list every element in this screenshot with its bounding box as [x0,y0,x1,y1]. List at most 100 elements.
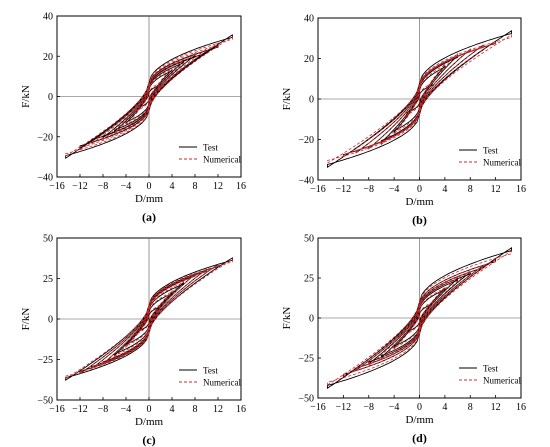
hysteresis-loop [125,289,173,349]
x-tick-label: 12 [491,184,501,195]
y-tick-label: −20 [298,135,314,146]
hysteresis-loop [102,273,196,365]
hysteresis-loop [114,280,184,358]
x-tick-label: 12 [213,181,223,192]
y-tick-label: 0 [48,315,53,326]
hysteresis-loop [327,246,512,390]
x-tick-label: 8 [468,402,473,413]
y-tick-label: 0 [309,95,314,106]
series-numerical [65,36,233,157]
hysteresis-loop [368,269,471,367]
x-tick-label: −4 [389,402,400,413]
legend-label: Numerical [483,158,521,168]
legend: Test Numerical [459,146,521,168]
y-tick-label: 40 [304,14,314,25]
hysteresis-loop [65,36,233,157]
legend-label: Test [203,366,218,376]
y-tick-label: −40 [298,176,314,187]
panel-2: −16 −12 −8 −4 0 4 8 12 16−40−2002040D/mmF/kN(b)T… [281,14,526,228]
x-tick-label: 8 [468,184,473,195]
legend-label: Test [483,364,498,374]
x-tick-label: 0 [417,184,422,195]
y-axis-label: F/kN [20,308,32,331]
panel-3: −16 −12 −8 −4 0 4 8 12 16 −50 −25 0 25 50 D/mm F/kN (c) T… [20,234,246,447]
hysteresis-loop [102,54,196,139]
y-tick-label: 25 [304,274,314,285]
series-numerical [65,258,233,380]
y-axis-label: F/kN [20,85,32,108]
x-tick-label: −16 [49,404,65,415]
hysteresis-loop [327,250,512,386]
hysteresis-loop [343,40,496,158]
hysteresis-loop [79,263,219,375]
hysteresis-loop [355,265,484,371]
x-tick-label: 16 [516,184,526,195]
hysteresis-loop [125,68,173,125]
x-tick-label: −12 [336,184,352,195]
x-tick-label: 4 [170,404,175,415]
x-tick-label: −16 [310,402,326,413]
hysteresis-loop [91,268,207,370]
y-tick-label: 0 [309,314,314,325]
legend-label: Numerical [203,155,241,165]
x-tick-label: −4 [389,184,400,195]
x-axis-label: D/mm [405,196,434,208]
hysteresis-loop [65,34,233,159]
y-tick-label: 25 [43,274,53,285]
x-tick-label: −8 [363,402,374,413]
series-numerical [327,34,512,164]
x-tick-label: 12 [491,402,501,413]
hysteresis-loop [327,34,512,164]
x-tick-label: −16 [310,184,326,195]
x-tick-label: −4 [121,181,132,192]
legend-label: Test [203,143,218,153]
x-tick-label: 0 [147,181,152,192]
panel-1: −16 −12 −8 −4 0 4 8 12 16−40−2002040D/mmF/kN(a)T… [20,12,246,225]
x-tick-label: 16 [236,181,246,192]
x-tick-label: −12 [336,402,352,413]
x-tick-label: −12 [72,404,88,415]
y-axis-label: F/kN [281,88,293,111]
panel-label: (b) [412,213,427,227]
x-tick-label: 4 [442,402,447,413]
y-tick-label: −50 [37,396,53,407]
x-tick-label: 12 [213,404,223,415]
y-tick-label: −25 [37,355,53,366]
y-axis-label: F/kN [281,307,293,330]
x-tick-label: 0 [147,404,152,415]
panel-label: (d) [412,431,427,445]
x-tick-label: 16 [516,402,526,413]
hysteresis-loop [393,286,446,350]
legend: Test Numerical [179,143,241,165]
hysteresis-loop [406,81,433,117]
y-tick-label: 50 [304,234,314,245]
hysteresis-loop [65,258,233,380]
y-tick-label: 20 [304,54,314,65]
legend-label: Test [483,146,498,156]
y-tick-label: −40 [37,173,53,184]
hysteresis-loop [65,257,233,381]
y-tick-label: 20 [43,52,53,63]
hysteresis-loop [342,258,497,378]
x-tick-label: 4 [170,181,175,192]
legend-label: Numerical [483,376,521,386]
legend: Test Numerical [459,364,521,386]
y-tick-label: −25 [298,354,314,365]
hysteresis-loop [91,48,207,145]
hysteresis-loop [327,29,512,169]
series-numerical [327,250,512,386]
x-tick-label: −16 [49,181,65,192]
y-tick-label: 40 [43,12,53,23]
x-tick-label: 0 [417,402,422,413]
x-axis-label: D/mm [405,414,434,426]
legend-label: Numerical [203,378,241,388]
y-tick-label: 0 [48,92,53,103]
panel-label: (a) [142,210,156,224]
hysteresis-loop [137,80,161,113]
y-tick-label: −50 [298,394,314,405]
y-tick-label: −20 [37,132,53,143]
x-tick-label: −8 [98,181,109,192]
legend: Test Numerical [179,366,241,388]
x-tick-label: −8 [98,404,109,415]
